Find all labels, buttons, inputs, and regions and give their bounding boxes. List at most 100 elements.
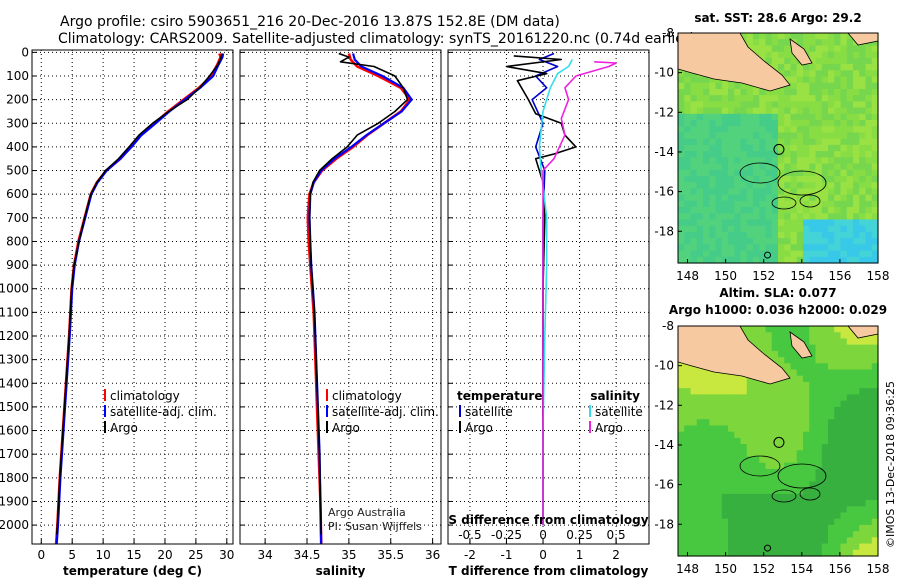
map-cell (834, 381, 842, 389)
map-cell (853, 419, 860, 427)
map-cell (728, 182, 735, 190)
map-cell (765, 524, 773, 532)
map-cell (740, 326, 748, 333)
map-cell (859, 132, 867, 140)
map-cell (790, 400, 798, 408)
map-cell (690, 543, 698, 551)
map-cell (746, 506, 754, 514)
map-cell (834, 524, 842, 532)
map-cell (834, 456, 842, 464)
map-cell (815, 381, 823, 389)
map-cell (728, 468, 735, 476)
map-cell (871, 157, 879, 165)
map-cell (703, 431, 710, 439)
map-cell (821, 419, 829, 427)
map-cell (790, 157, 798, 165)
map-cell (740, 506, 748, 514)
map-cell (709, 238, 717, 245)
map-cell (696, 500, 704, 507)
map-cell (765, 107, 773, 115)
map-cell (821, 144, 829, 152)
map-cell (834, 82, 842, 90)
map-cell (828, 169, 835, 177)
map-cell (796, 231, 804, 239)
map-cell (696, 120, 704, 127)
map-cell (765, 175, 773, 183)
map-cell (790, 413, 798, 420)
map-cell (790, 101, 798, 109)
map-cell (728, 213, 735, 221)
map-cell (834, 363, 842, 371)
map-cell (728, 375, 735, 383)
map-cell (865, 512, 873, 520)
map-cell (840, 444, 848, 451)
map-cell (796, 518, 804, 526)
map-cell (740, 524, 748, 532)
map-cell (734, 549, 742, 557)
map-cell (865, 400, 873, 408)
map-cell (746, 225, 754, 233)
map-cell (753, 493, 760, 501)
map-cell (840, 163, 848, 171)
map-cell (815, 543, 823, 551)
map-cell (821, 101, 829, 109)
map-cell (815, 51, 823, 59)
map-cell (715, 518, 723, 526)
map-cell (703, 157, 710, 165)
map-cell (859, 213, 867, 221)
map-cell (828, 419, 835, 427)
map-cell (796, 250, 804, 258)
map-cell (790, 207, 798, 214)
map-cell (778, 132, 785, 140)
map-cell (765, 200, 773, 208)
map-cell (815, 256, 823, 264)
map-cell (678, 406, 685, 414)
map-cell (721, 132, 729, 140)
map-cell (728, 126, 735, 134)
map-cell (865, 500, 873, 507)
map-cell (771, 256, 779, 264)
map-cell (853, 231, 860, 239)
map-cell (690, 101, 698, 109)
map-cell (809, 82, 817, 90)
map-cell (834, 126, 842, 134)
map-cell (871, 188, 879, 196)
map-cell (834, 207, 842, 214)
map-cell (821, 244, 829, 252)
map-cell (740, 132, 748, 140)
map-cell (834, 88, 842, 96)
map-cell (709, 444, 717, 451)
map-cell (853, 481, 860, 489)
map-cell (703, 388, 710, 395)
map-cell (865, 468, 873, 476)
map-cell (734, 543, 742, 551)
map-cell (778, 64, 785, 71)
map-cell (790, 512, 798, 520)
s-tick-label: 0.25 (566, 528, 593, 542)
map-cell (834, 375, 842, 383)
map-cell (753, 213, 760, 221)
map-cell (809, 151, 817, 158)
map-cell (821, 45, 829, 53)
map-cell (784, 101, 792, 109)
map-cell (859, 413, 867, 420)
map-cell (690, 481, 698, 489)
map-cell (859, 350, 867, 358)
map-cell (846, 326, 854, 333)
legend-label: climatology (110, 389, 180, 403)
map-cell (828, 207, 835, 214)
map-cell (696, 375, 704, 383)
map-cell (771, 33, 779, 40)
map-y-tick-label: -16 (654, 185, 674, 199)
map-cell (815, 394, 823, 402)
map-cell (715, 169, 723, 177)
map-cell (859, 151, 867, 158)
map-cell (809, 481, 817, 489)
map-cell (765, 537, 773, 545)
map-cell (746, 188, 754, 196)
map-cell (865, 344, 873, 352)
map-cell (865, 531, 873, 538)
x-tick-label: 35.5 (377, 548, 404, 562)
map-cell (746, 500, 754, 507)
map-cell (865, 138, 873, 146)
